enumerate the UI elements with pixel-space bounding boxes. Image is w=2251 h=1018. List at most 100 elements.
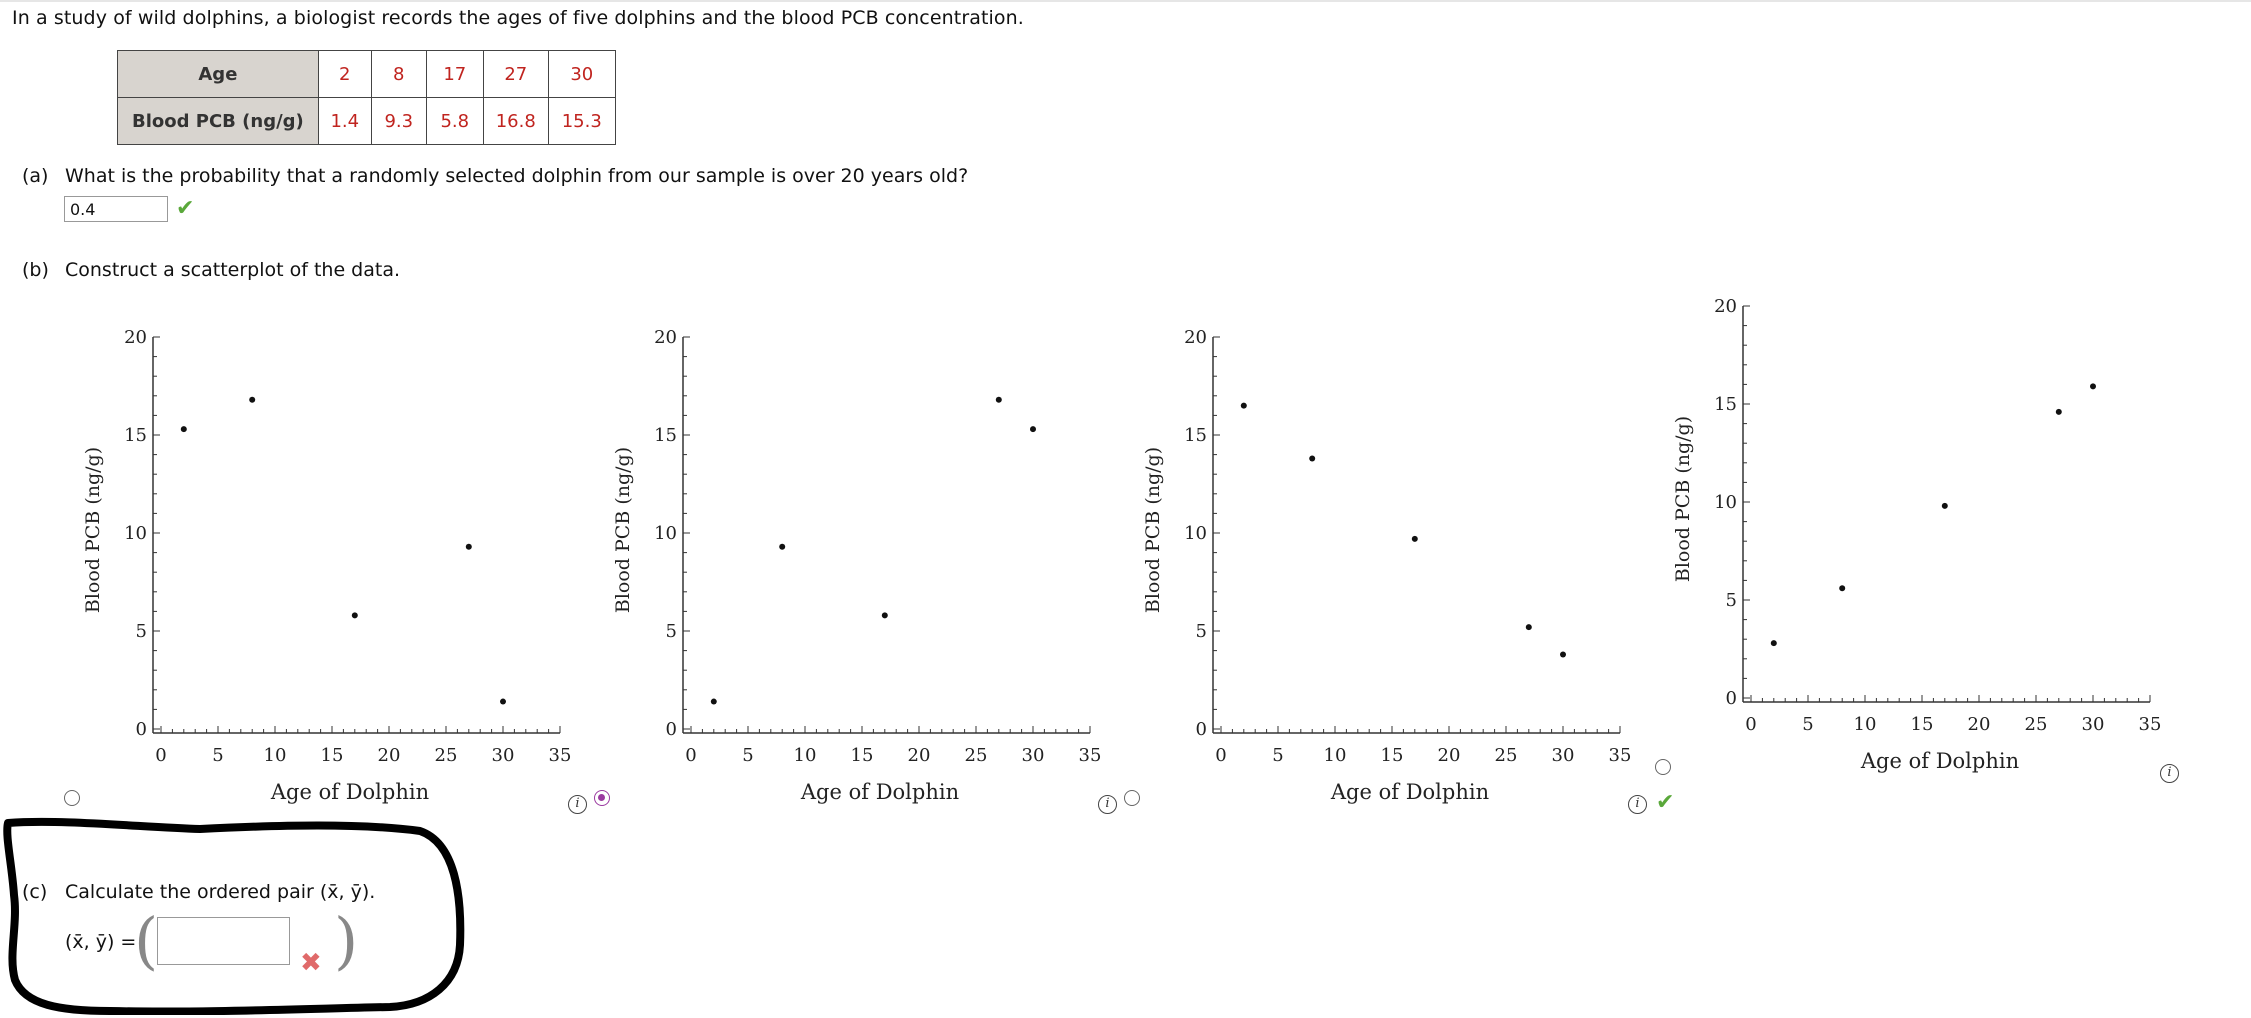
part-a-answer-input[interactable]: 0.4: [64, 196, 168, 222]
info-icon[interactable]: i: [568, 795, 587, 814]
y-tick-label: 5: [666, 621, 677, 642]
x-tick-label: 20: [908, 745, 931, 766]
x-tick-label: 10: [1854, 714, 1877, 735]
data-point: [1525, 624, 1532, 631]
x-tick-label: 30: [492, 745, 515, 766]
x-tick-label: 25: [435, 745, 458, 766]
close-paren: ): [334, 904, 359, 977]
part-c-label: (c): [22, 881, 48, 903]
row-header-age: Age: [117, 50, 319, 98]
x-tick-label: 20: [1968, 714, 1991, 735]
pcb-cell: 9.3: [370, 97, 427, 145]
info-icon[interactable]: i: [2160, 764, 2179, 783]
table-row: Blood PCB (ng/g) 1.4 9.3 5.8 16.8 15.3: [117, 97, 616, 145]
x-tick-label: 25: [1495, 745, 1518, 766]
row-header-pcb: Blood PCB (ng/g): [117, 97, 319, 145]
x-tick-label: 35: [549, 745, 572, 766]
option-1-radio[interactable]: [64, 790, 80, 806]
x-tick-label: 5: [1272, 745, 1283, 766]
data-point: [1770, 640, 1777, 647]
plot-ticks: 0 5 10 15 20 25 30 35 0 5 10 15 20: [654, 327, 1101, 766]
plot-points: [180, 396, 506, 705]
x-tick-label: 15: [851, 745, 874, 766]
data-point: [1309, 455, 1316, 462]
option-3-radio[interactable]: [1124, 790, 1140, 806]
plot-ticks: 0 5 10 15 20 25 30 35 0 5 10 15 20: [124, 327, 571, 766]
x-tick-label: 15: [1911, 714, 1934, 735]
y-tick-label: 0: [1726, 688, 1737, 709]
data-point: [779, 543, 786, 550]
y-tick-label: 15: [124, 425, 147, 446]
data-table: Age 2 8 17 27 30 Blood PCB (ng/g) 1.4 9.…: [117, 50, 616, 145]
x-tick-label: 15: [1381, 745, 1404, 766]
red-x-icon: ✖: [300, 948, 322, 978]
y-tick-label: 0: [1196, 719, 1207, 740]
data-point: [1411, 535, 1418, 542]
ordered-pair-input[interactable]: [157, 917, 290, 965]
plot-axes: [1742, 306, 2150, 703]
top-divider: [0, 0, 2251, 2]
scatterplot-option-3: 0 5 10 15 20 25 30 35 0 5 10 15 20 Age of Dolphin Bl…: [1142, 327, 1631, 804]
age-cell: 8: [370, 50, 427, 98]
plot-ticks: 0 5 10 15 20 25 30 35 0 5 10 15 20: [1184, 327, 1631, 766]
y-axis-label: Blood PCB (ng/g): [1672, 416, 1694, 582]
info-icon[interactable]: i: [1628, 795, 1647, 814]
x-tick-label: 10: [1324, 745, 1347, 766]
y-tick-label: 20: [1184, 327, 1207, 348]
y-tick-label: 10: [124, 523, 147, 544]
part-c-question: Calculate the ordered pair (x̄, ȳ).: [65, 881, 376, 903]
x-tick-label: 0: [685, 745, 696, 766]
x-tick-label: 35: [1079, 745, 1102, 766]
info-icon[interactable]: i: [1098, 795, 1117, 814]
y-tick-label: 0: [136, 719, 147, 740]
x-tick-label: 30: [2082, 714, 2105, 735]
x-tick-label: 35: [2139, 714, 2162, 735]
x-tick-label: 0: [1215, 745, 1226, 766]
y-axis-label: Blood PCB (ng/g): [1142, 447, 1164, 613]
x-tick-label: 20: [1438, 745, 1461, 766]
open-paren: (: [134, 904, 159, 977]
x-tick-label: 25: [965, 745, 988, 766]
y-tick-label: 10: [654, 523, 677, 544]
y-tick-label: 5: [1196, 621, 1207, 642]
y-tick-label: 5: [136, 621, 147, 642]
plot-axes: [1212, 337, 1620, 734]
x-tick-label: 35: [1609, 745, 1632, 766]
y-tick-label: 20: [654, 327, 677, 348]
age-cell: 30: [547, 50, 616, 98]
data-point: [1839, 585, 1846, 592]
plot-points: [1240, 402, 1566, 658]
pcb-cell: 16.8: [482, 97, 549, 145]
data-point: [995, 396, 1002, 403]
x-tick-label: 5: [1802, 714, 1813, 735]
x-axis-label: Age of Dolphin: [1330, 780, 1489, 804]
age-cell: 27: [482, 50, 549, 98]
plot-ticks: 0 5 10 15 20 25 30 35 0 5 10 15 20: [1714, 296, 2161, 735]
y-tick-label: 10: [1714, 492, 1737, 513]
green-check-icon: ✔: [1656, 790, 1675, 815]
data-point: [2055, 408, 2062, 415]
data-point: [1560, 651, 1566, 658]
option-4-radio[interactable]: [1655, 759, 1671, 775]
scatterplot-option-2: 0 5 10 15 20 25 30 35 0 5 10 15 20 Age of Dolphin Bl…: [612, 327, 1101, 804]
y-tick-label: 15: [1184, 425, 1207, 446]
data-point: [1941, 502, 1948, 509]
data-point: [1030, 426, 1036, 433]
plot-axes: [152, 337, 560, 734]
y-tick-label: 15: [1714, 394, 1737, 415]
scatterplot-option-1: 0 5 10 15 20 25 30 35 0 5 10 15 20 Age of Dolphin Bl…: [82, 327, 571, 804]
option-2-radio[interactable]: [594, 790, 610, 806]
x-tick-label: 0: [1745, 714, 1756, 735]
scatterplot-option-4: 0 5 10 15 20 25 30 35 0 5 10 15 20 Age of Dolphin Bl…: [1672, 296, 2161, 773]
data-point: [710, 698, 717, 705]
green-check-icon: ✔: [176, 196, 195, 221]
x-tick-label: 5: [742, 745, 753, 766]
part-a-question: What is the probability that a randomly …: [65, 165, 969, 187]
ink-annotation: [3, 817, 465, 1015]
ordered-pair-lhs: (x̄, ȳ) =: [65, 931, 137, 953]
data-point: [351, 612, 358, 619]
y-axis-label: Blood PCB (ng/g): [612, 447, 634, 613]
age-cell: 17: [425, 50, 484, 98]
x-tick-label: 5: [212, 745, 223, 766]
data-point: [1240, 402, 1247, 409]
